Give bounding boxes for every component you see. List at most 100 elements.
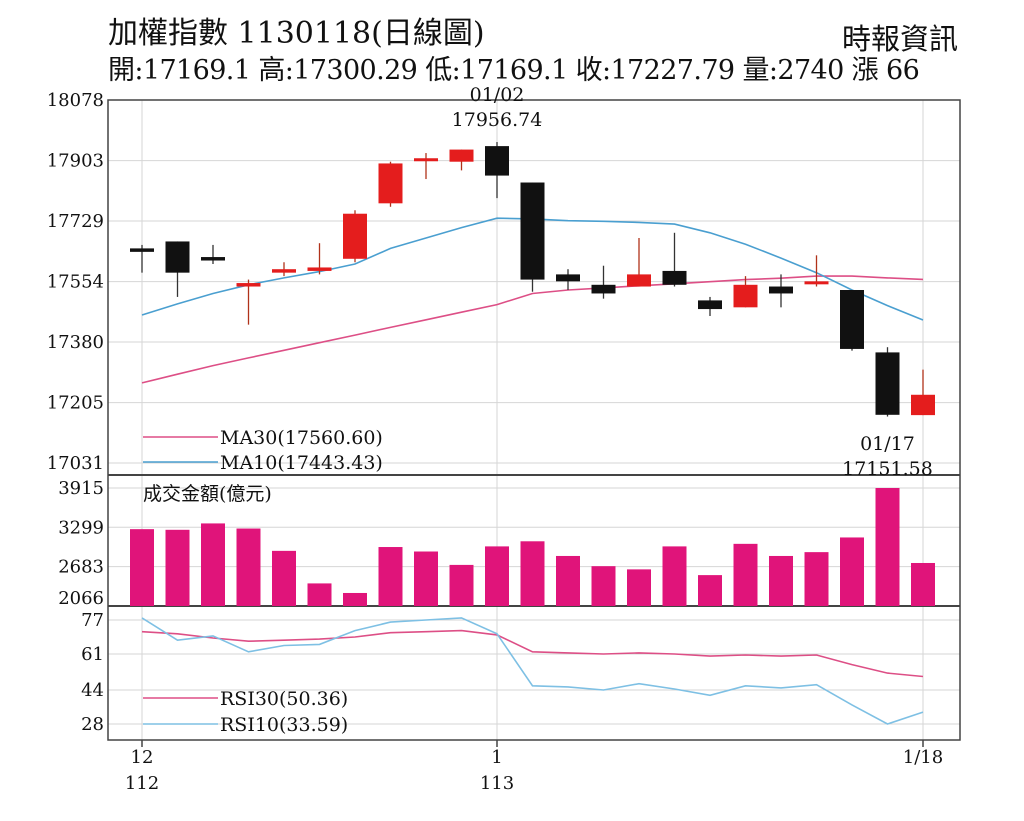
volume-bar bbox=[378, 547, 403, 606]
x-tick-year-label: 113 bbox=[480, 773, 514, 794]
candle-body bbox=[130, 248, 154, 252]
candlestick bbox=[875, 347, 900, 417]
rsi-tick-label: 28 bbox=[81, 714, 104, 735]
candle-body bbox=[449, 149, 474, 162]
candlestick bbox=[520, 182, 545, 292]
candle-body bbox=[556, 274, 580, 282]
volume-panel: 成交金額(億元) bbox=[130, 483, 935, 606]
volume-bar bbox=[485, 546, 509, 606]
candlestick bbox=[911, 369, 935, 416]
x-tick-label: 12 bbox=[131, 747, 154, 768]
candlestick bbox=[201, 244, 225, 264]
low-value-annotation: 17151.58 bbox=[842, 458, 933, 480]
volume-bar bbox=[165, 529, 190, 606]
volume-bar bbox=[201, 523, 225, 606]
candle-body bbox=[165, 241, 190, 273]
rsi-tick-label: 61 bbox=[81, 644, 104, 665]
x-tick-label: 1/18 bbox=[903, 747, 943, 768]
ohlc-summary: 開:17169.1 高:17300.29 低:17169.1 收:17227.7… bbox=[108, 55, 920, 86]
high-date-annotation: 01/02 bbox=[470, 84, 525, 106]
volume-bar bbox=[236, 528, 261, 606]
candle-body bbox=[804, 281, 829, 285]
price-tick-label: 17205 bbox=[47, 393, 104, 414]
chart-title: 加權指數 1130118(日線圖) bbox=[108, 16, 485, 51]
volume-bar bbox=[698, 575, 722, 606]
volume-bar bbox=[911, 562, 935, 606]
candlestick bbox=[236, 279, 261, 325]
candlestick bbox=[130, 244, 154, 273]
rsi-legend-label: RSI10(33.59) bbox=[220, 714, 348, 736]
high-value-annotation: 17956.74 bbox=[452, 109, 543, 131]
price-tick-label: 17554 bbox=[47, 272, 104, 293]
volume-title: 成交金額(億元) bbox=[143, 483, 272, 505]
price-tick-label: 17380 bbox=[47, 332, 104, 353]
volume-bar bbox=[449, 564, 474, 606]
candlestick bbox=[165, 241, 190, 297]
volume-tick-label: 3915 bbox=[58, 478, 104, 499]
candle-body bbox=[875, 352, 900, 415]
candlestick bbox=[804, 255, 829, 287]
volume-tick-label: 2066 bbox=[58, 588, 104, 609]
volume-bar bbox=[662, 546, 687, 606]
gridlines bbox=[108, 99, 960, 740]
legend-label: MA10(17443.43) bbox=[220, 452, 383, 474]
price-tick-label: 17031 bbox=[47, 453, 104, 474]
rsi30-line bbox=[141, 629, 924, 678]
candle-body bbox=[733, 284, 758, 308]
candlestick bbox=[662, 232, 687, 287]
candle-body bbox=[485, 146, 509, 176]
x-tick-year-label: 112 bbox=[125, 773, 159, 794]
candle-body bbox=[769, 286, 793, 294]
volume-bar bbox=[591, 566, 616, 606]
candlestick bbox=[307, 243, 332, 275]
candle-body bbox=[414, 158, 438, 162]
candle-body bbox=[307, 267, 332, 271]
candlestick bbox=[698, 296, 722, 316]
volume-bar bbox=[733, 543, 758, 606]
candle-body bbox=[591, 284, 616, 294]
volume-bar bbox=[130, 529, 154, 606]
candle-body bbox=[627, 274, 651, 287]
volume-tick-label: 2683 bbox=[58, 557, 104, 578]
price-panel: MA30(17560.60) MA10(17443.43) 01/02 17956.7… bbox=[130, 84, 935, 480]
candlestick bbox=[272, 262, 296, 277]
candlestick bbox=[343, 210, 367, 263]
candlestick bbox=[449, 149, 474, 171]
candlestick bbox=[556, 269, 580, 290]
candlestick bbox=[414, 153, 438, 180]
candle-body bbox=[911, 394, 935, 416]
x-tick-label: 1 bbox=[491, 747, 502, 768]
candlestick bbox=[627, 237, 651, 287]
axes-labels: 18078 17903 17729 17554 17380 17205 17031 3915 3… bbox=[47, 90, 943, 794]
candle-body bbox=[520, 182, 545, 280]
volume-bar bbox=[272, 550, 296, 606]
candle-body bbox=[378, 163, 403, 204]
rsi-tick-label: 44 bbox=[81, 680, 104, 701]
candlestick bbox=[485, 142, 509, 199]
candlestick bbox=[378, 161, 403, 207]
volume-bar bbox=[769, 555, 793, 606]
price-tick-label: 18078 bbox=[47, 90, 104, 111]
low-date-annotation: 01/17 bbox=[860, 433, 915, 455]
volume-bar bbox=[520, 541, 545, 606]
candle-body bbox=[698, 300, 722, 310]
candle-body bbox=[201, 257, 225, 261]
volume-bar bbox=[627, 569, 651, 606]
volume-bar bbox=[343, 592, 367, 606]
legend-label: MA30(17560.60) bbox=[220, 427, 383, 449]
candle-body bbox=[236, 283, 261, 287]
volume-bar bbox=[307, 583, 332, 606]
candlestick bbox=[769, 274, 793, 308]
rsi-legend-label: RSI30(50.36) bbox=[220, 688, 348, 710]
candlestick bbox=[591, 265, 616, 299]
ma30-line bbox=[141, 275, 924, 384]
candle-body bbox=[662, 270, 687, 285]
volume-bar bbox=[556, 555, 580, 606]
price-tick-label: 17729 bbox=[47, 211, 104, 232]
rsi10-line bbox=[141, 617, 924, 725]
candle-body bbox=[343, 213, 367, 259]
candlestick bbox=[733, 276, 758, 308]
chart-border bbox=[107, 99, 961, 741]
volume-tick-label: 3299 bbox=[58, 517, 104, 538]
